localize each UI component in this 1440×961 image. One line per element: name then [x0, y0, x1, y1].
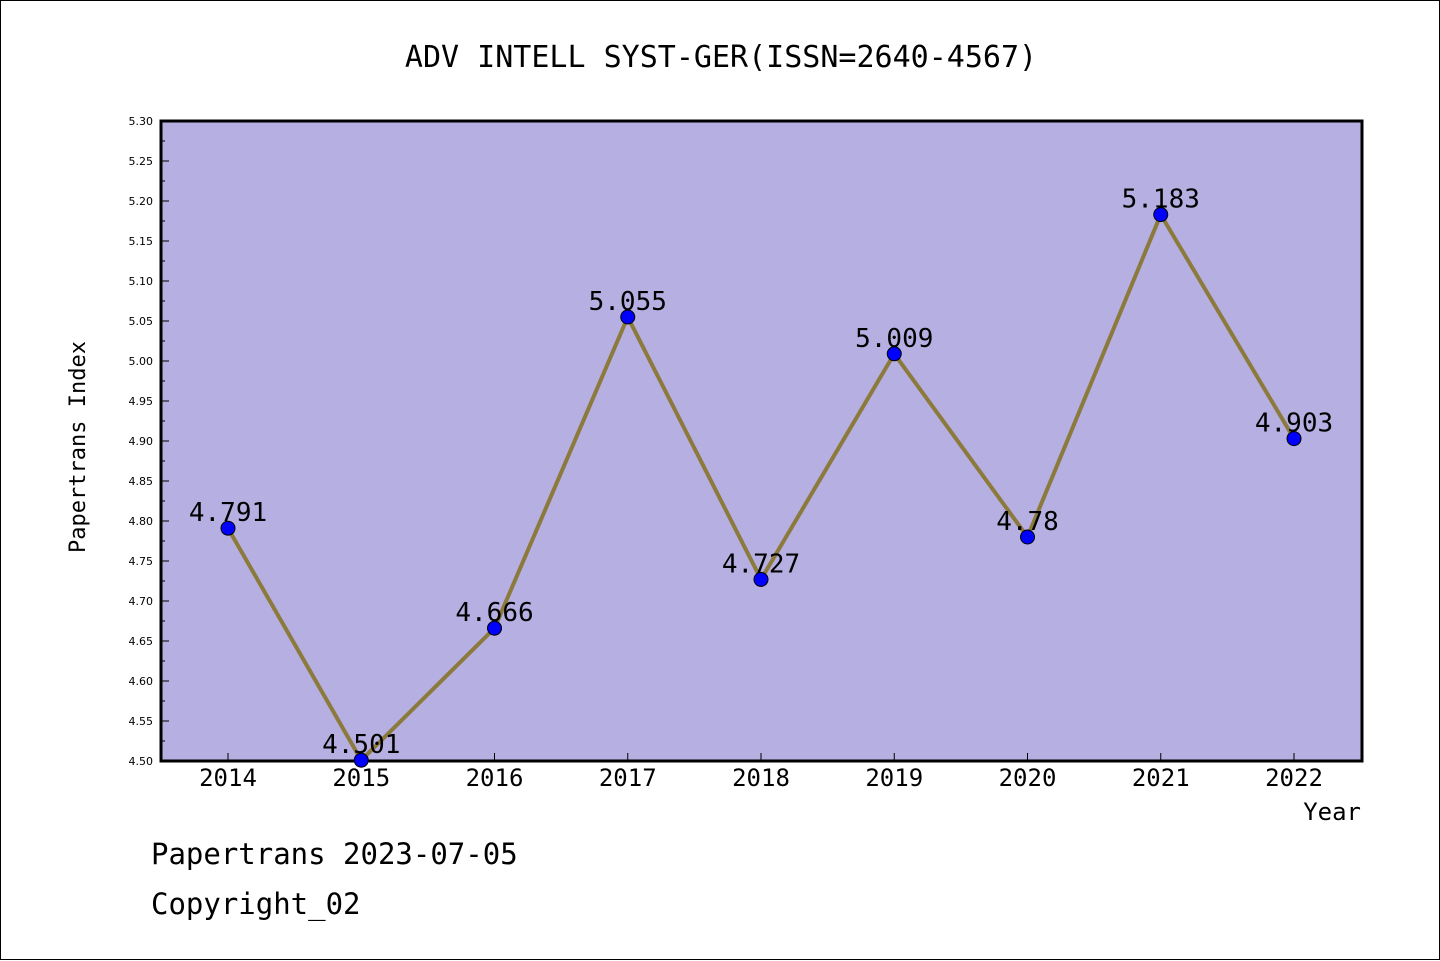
y-tick-label: 5.10 [129, 275, 154, 288]
x-axis-label: Year [1303, 798, 1361, 826]
series-markers [220, 207, 1302, 768]
y-tick-label: 4.60 [129, 675, 154, 688]
chart-title: ADV INTELL SYST-GER(ISSN=2640-4567) [405, 40, 1037, 75]
x-tick-label: 2020 [999, 764, 1057, 792]
y-tick-label: 5.30 [129, 115, 154, 128]
x-tick-label: 2016 [466, 764, 524, 792]
y-axis-label: Papertrans Index [66, 341, 91, 553]
data-point [487, 620, 502, 636]
data-label: 4.501 [322, 730, 400, 760]
x-tick-label: 2018 [732, 764, 790, 792]
y-tick-label: 4.50 [129, 755, 154, 768]
y-tick-label: 4.80 [129, 515, 154, 528]
data-label: 5.055 [589, 287, 667, 317]
y-tick-label: 4.85 [129, 475, 154, 488]
y-tick-label: 4.65 [129, 635, 154, 648]
x-tick-label: 2017 [599, 764, 657, 792]
data-point [620, 309, 636, 325]
y-tick-label: 4.70 [129, 595, 154, 608]
data-label: 4.727 [722, 549, 800, 579]
data-label: 4.791 [189, 498, 267, 528]
data-label: 4.903 [1255, 409, 1333, 439]
x-tick-label: 2014 [199, 764, 257, 792]
data-label: 4.78 [996, 507, 1059, 537]
data-point [220, 520, 236, 536]
data-point [1153, 207, 1169, 223]
data-label: 5.183 [1122, 185, 1200, 215]
data-point [353, 752, 369, 768]
data-point [1020, 529, 1035, 545]
data-point [886, 346, 902, 362]
data-label: 4.666 [455, 598, 533, 628]
x-tick-label: 2019 [865, 764, 923, 792]
plot-area [159, 119, 1364, 763]
y-tick-label: 4.95 [129, 395, 154, 408]
y-tick-label: 5.20 [129, 195, 154, 208]
data-label: 5.009 [855, 324, 933, 354]
y-tick-label: 4.90 [129, 435, 154, 448]
x-tick-label: 2022 [1265, 764, 1323, 792]
data-point [1286, 431, 1302, 447]
footer-date: Papertrans 2023-07-05 [151, 837, 518, 871]
y-axis: 4.50 4.55 4.60 4.65 4.70 4.75 4.80 4.85 4.90 4.95… [129, 115, 169, 768]
x-axis: 2014 2015 2016 2017 2018 2019 2020 2021 2022 [199, 753, 1323, 792]
x-tick-label: 2021 [1132, 764, 1190, 792]
x-tick-label: 2015 [332, 764, 390, 792]
footer-copyright: Copyright_02 [151, 887, 361, 921]
data-labels: 4.791 4.501 4.666 5.055 4.727 5.009 4.78 5.183 4… [189, 185, 1333, 761]
y-tick-label: 4.75 [129, 555, 154, 568]
data-point [753, 571, 769, 587]
y-tick-label: 5.00 [129, 355, 154, 368]
y-tick-label: 5.25 [129, 155, 154, 168]
y-tick-label: 5.05 [129, 315, 154, 328]
y-tick-label: 5.15 [129, 235, 154, 248]
y-tick-label: 4.55 [129, 715, 154, 728]
